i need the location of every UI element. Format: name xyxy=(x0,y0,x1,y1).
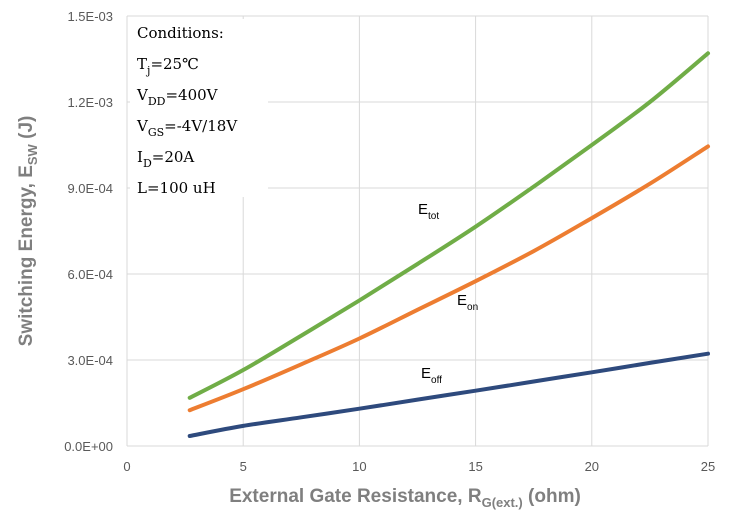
x-tick-label: 20 xyxy=(585,459,599,474)
condition-line: Conditions: xyxy=(137,24,224,42)
condition-line: Tj=25℃ xyxy=(137,55,199,77)
series-line-on xyxy=(187,144,710,413)
series-lines xyxy=(187,51,710,438)
series-label-tot: Etot xyxy=(418,201,439,222)
condition-line: VDD=400V xyxy=(136,86,219,108)
conditions-background xyxy=(130,19,268,197)
series-labels: Etot Eon Eoff xyxy=(418,201,478,386)
tick-labels: 0 5 10 15 20 25 0.0E+00 3.0E-04 6.0E-04 9.0E-04 1.… xyxy=(64,9,715,474)
x-tick-label: 25 xyxy=(701,459,715,474)
series-line-tot xyxy=(187,51,710,400)
y-tick-label: 1.5E-03 xyxy=(67,9,113,24)
series-label-off: Eoff xyxy=(421,365,442,386)
conditions-box: Conditions: Tj=25℃ VDD=400V VGS=-4V/18V ID=2… xyxy=(130,19,268,197)
y-tick-label: 1.2E-03 xyxy=(67,95,113,110)
series-label-on: Eon xyxy=(457,292,478,313)
y-tick-label: 3.0E-04 xyxy=(67,353,113,368)
x-axis-title: External Gate Resistance, RG(ext.) (ohm) xyxy=(229,486,581,510)
condition-line: VGS=-4V/18V xyxy=(136,117,238,139)
condition-line: L=100 uH xyxy=(137,179,216,197)
y-axis-title: Switching Energy, ESW (J) xyxy=(16,116,40,347)
y-tick-label: 6.0E-04 xyxy=(67,267,113,282)
x-tick-label: 0 xyxy=(123,459,130,474)
series-line-off xyxy=(187,351,710,438)
x-tick-label: 10 xyxy=(352,459,366,474)
condition-line: ID=20A xyxy=(137,148,194,170)
x-tick-label: 5 xyxy=(240,459,247,474)
x-tick-label: 15 xyxy=(468,459,482,474)
y-tick-label: 9.0E-04 xyxy=(67,181,113,196)
y-tick-label: 0.0E+00 xyxy=(64,439,113,454)
